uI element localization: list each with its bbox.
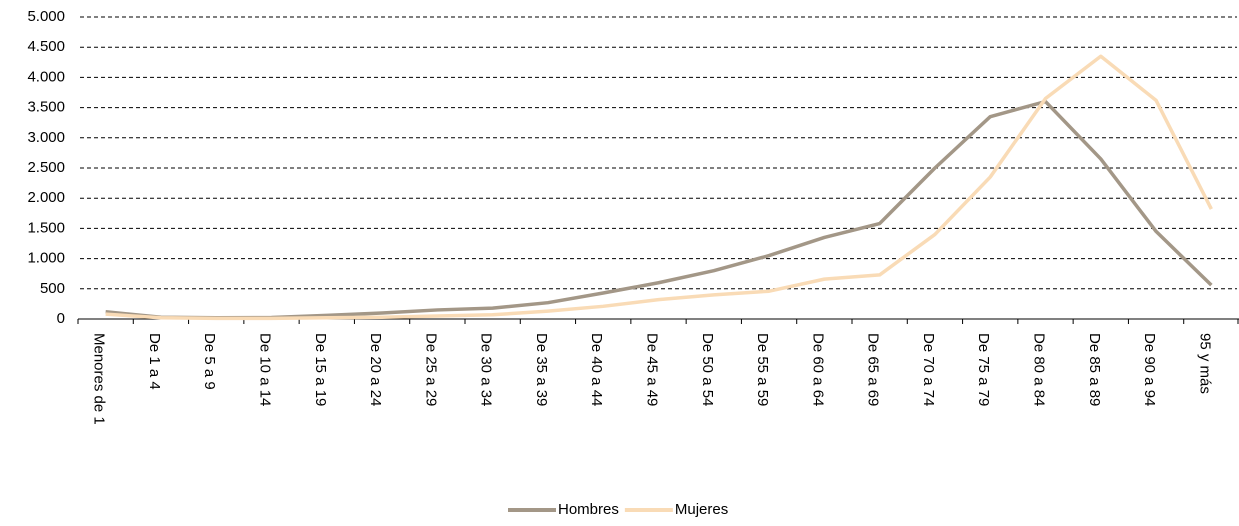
y-tick-label: 4.000 bbox=[27, 68, 65, 85]
x-tick-label: De 70 a 74 bbox=[920, 333, 937, 406]
y-tick-label: 1.500 bbox=[27, 219, 65, 236]
x-tick-label: De 50 a 54 bbox=[699, 333, 716, 406]
y-tick-label: 5.000 bbox=[27, 8, 65, 25]
y-tick-label: 2.500 bbox=[27, 159, 65, 176]
legend-label: Mujeres bbox=[675, 501, 728, 518]
y-tick-label: 500 bbox=[40, 280, 65, 297]
x-tick-label: De 25 a 29 bbox=[422, 333, 439, 406]
x-tick-label: De 60 a 64 bbox=[809, 333, 826, 406]
y-tick-label: 0 bbox=[57, 310, 65, 327]
x-tick-label: De 75 a 79 bbox=[975, 333, 992, 406]
x-tick-label: De 10 a 14 bbox=[257, 333, 274, 406]
x-tick-label: De 30 a 34 bbox=[478, 333, 495, 406]
y-tick-label: 2.000 bbox=[27, 189, 65, 206]
legend-label: Hombres bbox=[558, 501, 619, 518]
y-tick-label: 1.000 bbox=[27, 250, 65, 267]
x-tick-label: De 45 a 49 bbox=[644, 333, 661, 406]
x-tick-label: De 65 a 69 bbox=[865, 333, 882, 406]
line-series bbox=[105, 54, 1213, 321]
x-tick-label: 95 y más bbox=[1196, 333, 1213, 394]
x-tick-label: De 35 a 39 bbox=[533, 333, 550, 406]
x-tick-label: De 40 a 44 bbox=[588, 333, 605, 406]
x-tick-label: De 80 a 84 bbox=[1031, 333, 1048, 406]
x-tick-label: De 90 a 94 bbox=[1141, 333, 1158, 406]
y-tick-label: 3.500 bbox=[27, 99, 65, 116]
y-tick-label: 4.500 bbox=[27, 38, 65, 55]
x-tick-label: De 20 a 24 bbox=[367, 333, 384, 406]
x-tick-label: De 85 a 89 bbox=[1086, 333, 1103, 406]
x-tick-label: De 15 a 19 bbox=[312, 333, 329, 406]
y-tick-label: 3.000 bbox=[27, 129, 65, 146]
line-series bbox=[105, 99, 1213, 320]
x-tick-label: De 1 a 4 bbox=[146, 333, 163, 390]
x-tick-label: De 5 a 9 bbox=[201, 333, 218, 390]
x-tick-label: Menores de 1 bbox=[91, 333, 108, 425]
x-tick-label: De 55 a 59 bbox=[754, 333, 771, 406]
